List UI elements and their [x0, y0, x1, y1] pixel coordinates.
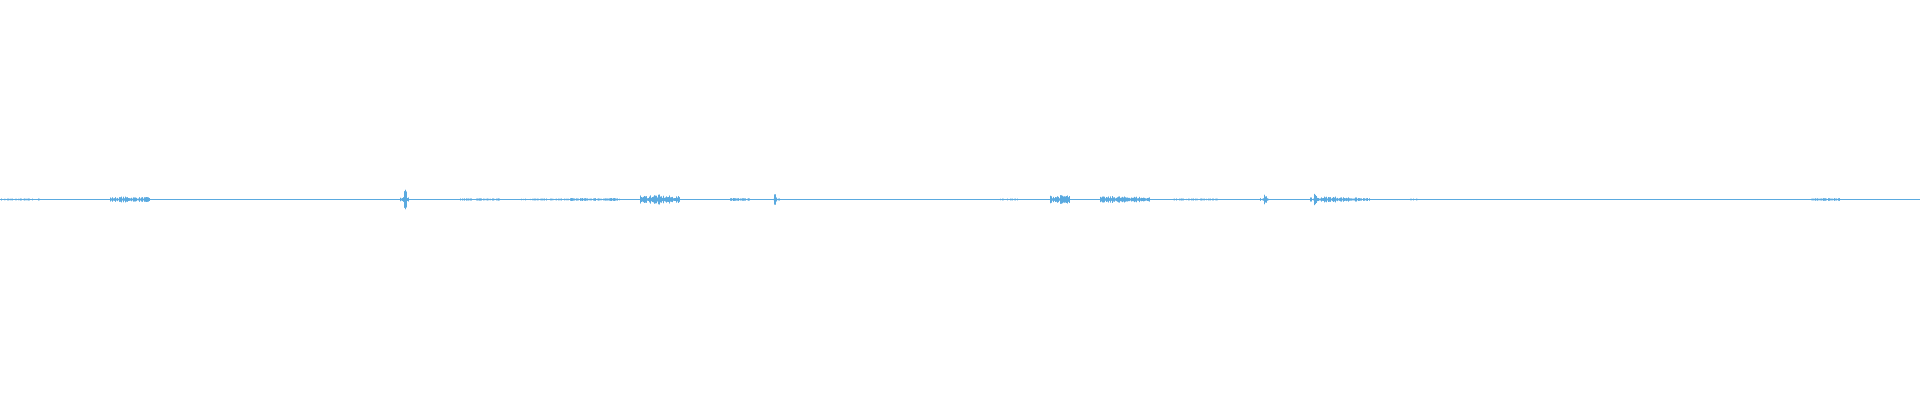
- waveform-samples: [1, 189, 1840, 210]
